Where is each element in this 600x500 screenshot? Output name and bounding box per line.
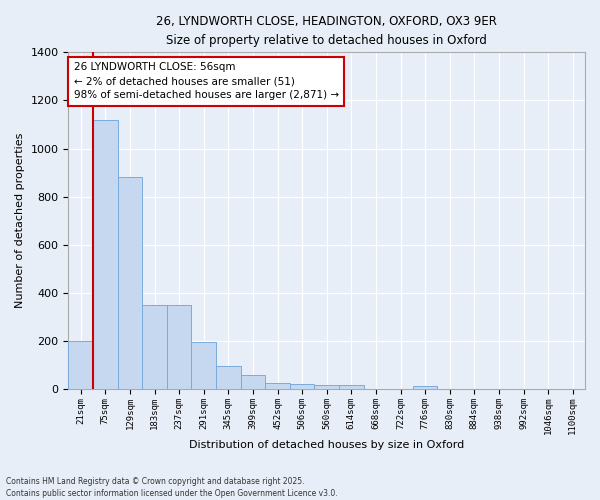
Bar (167, 305, 191, 389)
Bar (290, 384, 314, 389)
Bar (413, 386, 437, 389)
Bar (118, 178, 142, 389)
Bar (241, 374, 265, 389)
X-axis label: Distribution of detached houses by size in Oxford: Distribution of detached houses by size … (189, 440, 464, 450)
Bar (216, 366, 241, 389)
Bar (339, 385, 364, 389)
Bar (68, 341, 93, 389)
Title: 26, LYNDWORTH CLOSE, HEADINGTON, OXFORD, OX3 9ER
Size of property relative to de: 26, LYNDWORTH CLOSE, HEADINGTON, OXFORD,… (156, 15, 497, 47)
Bar (265, 383, 290, 389)
Y-axis label: Number of detached properties: Number of detached properties (15, 133, 25, 308)
Text: Contains HM Land Registry data © Crown copyright and database right 2025.
Contai: Contains HM Land Registry data © Crown c… (6, 476, 338, 498)
Bar (142, 305, 167, 389)
Bar (93, 120, 118, 389)
Bar (314, 385, 339, 389)
Bar (191, 342, 216, 389)
Text: 26 LYNDWORTH CLOSE: 56sqm
← 2% of detached houses are smaller (51)
98% of semi-d: 26 LYNDWORTH CLOSE: 56sqm ← 2% of detach… (74, 62, 338, 100)
